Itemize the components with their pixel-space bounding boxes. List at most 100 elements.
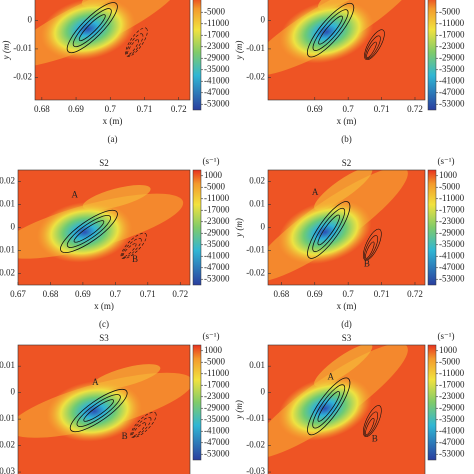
colorbar-unit: (s⁻¹) xyxy=(203,156,220,166)
colorbar-tick-label: -17000 xyxy=(439,204,465,214)
y-tick-label: 0 xyxy=(11,222,16,232)
contour-field xyxy=(268,0,425,100)
contour-line xyxy=(312,207,346,253)
vortex-core xyxy=(40,0,136,61)
x-tick-label: 0.71 xyxy=(140,289,156,299)
vortex-arm xyxy=(314,170,373,211)
x-tick-label: 0.72 xyxy=(171,104,187,114)
colorbar-tick-label: 1000 xyxy=(204,345,223,355)
colorbar-tick-label: -53000 xyxy=(439,448,465,458)
vortex-core xyxy=(279,0,374,64)
y-tick-label: -0.02 xyxy=(246,440,265,450)
colorbar-tick-label: -23000 xyxy=(204,41,230,51)
contour-line xyxy=(120,232,147,259)
colorbar-tick-label: -35000 xyxy=(204,239,230,249)
panel-title: S2 xyxy=(342,158,352,168)
x-axis-label: x (m) xyxy=(337,116,357,126)
contour-line xyxy=(363,405,382,438)
y-tick-label: 0 xyxy=(28,15,33,25)
contour-line xyxy=(365,418,375,436)
y-tick-label: 0 xyxy=(261,387,266,397)
contour-line xyxy=(60,209,118,253)
y-tick-label: -0.01 xyxy=(0,413,15,423)
panel: A B 0.02 0.01 0 -0.01 -0.02 0.68 0.69 0.7 0.71 0.72… xyxy=(234,156,465,329)
y-tick-label: 0.01 xyxy=(0,199,15,209)
colorbar xyxy=(192,344,202,461)
contour-annotation: A xyxy=(92,377,99,387)
colorbar-tick-label: -17000 xyxy=(204,29,230,39)
contour-line xyxy=(69,388,128,433)
colorbar-tick-label: -23000 xyxy=(439,391,465,401)
colorbar-tick-label: -47000 xyxy=(439,437,465,447)
contour-line xyxy=(318,15,343,45)
contour-line xyxy=(127,39,139,55)
panel: A B 0.02 0.01 0 -0.01 -0.02 0.67 0.68 0.69 0.7 0.71… xyxy=(0,156,230,329)
contour-annotation: B xyxy=(372,434,378,444)
colorbar-tick-label: -47000 xyxy=(439,262,465,272)
contour-line xyxy=(317,214,340,246)
y-tick-label: -0.01 xyxy=(13,43,32,53)
colorbar-unit: (s⁻¹) xyxy=(203,331,220,341)
x-tick-label: 0.69 xyxy=(307,104,323,114)
y-tick-label: -0.01 xyxy=(0,245,15,255)
x-axis-label: x (m) xyxy=(337,301,357,311)
x-tick-label: 0.7 xyxy=(110,289,122,299)
y-tick-label: 0 xyxy=(11,387,16,397)
contour-line xyxy=(312,9,349,51)
colorbar-tick-label: -11000 xyxy=(439,193,465,203)
contour-line xyxy=(125,27,148,57)
contour-annotation: B xyxy=(122,431,128,441)
y-axis-label: y (m) xyxy=(1,41,11,61)
panel: 0 -0.01 -0.02 0.68 0.69 0.7 0.71 0.72 y (m) x (m)… xyxy=(1,0,230,144)
x-tick-label: 0.72 xyxy=(172,289,188,299)
colorbar-tick-label: -11000 xyxy=(204,18,230,28)
contour-line xyxy=(317,391,340,422)
colorbar-tick-label: -47000 xyxy=(204,87,230,97)
contour-line xyxy=(365,35,381,60)
contour-annotation: B xyxy=(132,254,138,264)
panel-title: S2 xyxy=(99,158,109,168)
colorbar xyxy=(192,169,202,286)
y-axis-label: y (m) xyxy=(234,41,244,61)
y-tick-label: -0.02 xyxy=(246,71,265,81)
colorbar-tick-label: 1000 xyxy=(439,170,458,180)
colorbar-tick-label: -29000 xyxy=(439,227,465,237)
x-tick-label: 0.7 xyxy=(343,104,355,114)
contour-line xyxy=(76,394,121,427)
colorbar-tick-label: -17000 xyxy=(204,204,230,214)
colorbar-tick-label: -29000 xyxy=(204,227,230,237)
panel: AB0.010-0.01-0.02-0.03y (m)S3(s⁻¹)1000-5… xyxy=(234,331,465,474)
y-tick-label: 0.01 xyxy=(249,199,265,209)
y-axis-label: y (m) xyxy=(234,218,244,238)
contour-line xyxy=(132,422,147,437)
vortex-arm xyxy=(314,345,373,387)
contour-line xyxy=(121,238,142,258)
y-tick-label: 0.01 xyxy=(249,360,265,370)
x-tick-label: 0.68 xyxy=(43,289,59,299)
colorbar-tick-label: -5000 xyxy=(439,181,460,191)
colorbar-tick-label: -53000 xyxy=(204,448,230,458)
panel: AB0.010-0.01-0.02-0.03y (m)S3(s⁻¹)1000-5… xyxy=(0,331,230,474)
contour-line xyxy=(66,2,118,54)
contour-line xyxy=(130,411,157,438)
contour-line xyxy=(83,399,115,422)
colorbar-tick-label: -5000 xyxy=(204,181,225,191)
colorbar xyxy=(427,0,437,111)
contour-field xyxy=(18,345,190,474)
colorbar-tick-label: -53000 xyxy=(204,98,230,108)
x-tick-label: 0.72 xyxy=(407,289,423,299)
colorbar-tick-label: -11000 xyxy=(204,193,230,203)
colorbar-tick-label: -11000 xyxy=(204,368,230,378)
plot-frame xyxy=(34,0,191,101)
contour-line xyxy=(363,228,382,261)
colorbar-tick-label: -23000 xyxy=(204,216,230,226)
contour-annotation: B xyxy=(364,258,370,268)
contour-field xyxy=(268,345,425,474)
colorbar-tick-label: 1000 xyxy=(204,170,223,180)
contour-annotation: A xyxy=(328,371,335,381)
panel-label: (d) xyxy=(341,319,352,329)
colorbar-tick-label: -17000 xyxy=(204,379,230,389)
colorbar-tick-label: -41000 xyxy=(204,250,230,260)
x-tick-label: 0.69 xyxy=(75,289,91,299)
